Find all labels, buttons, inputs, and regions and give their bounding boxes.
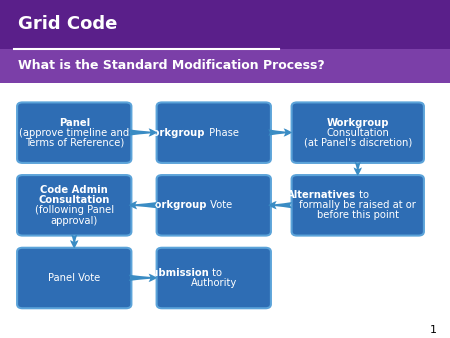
Text: Workgroup Vote: Workgroup Vote — [0, 337, 1, 338]
Text: What is the Standard Modification Process?: What is the Standard Modification Proces… — [18, 59, 325, 72]
Text: Alternatives: Alternatives — [287, 190, 356, 200]
FancyBboxPatch shape — [17, 248, 131, 308]
Text: (approve timeline and: (approve timeline and — [19, 128, 130, 138]
FancyBboxPatch shape — [0, 49, 450, 83]
FancyBboxPatch shape — [17, 175, 131, 236]
FancyBboxPatch shape — [292, 102, 424, 163]
FancyBboxPatch shape — [157, 175, 271, 236]
Text: Workgroup: Workgroup — [144, 200, 207, 210]
Text: Authority: Authority — [191, 279, 237, 288]
Text: to: to — [356, 190, 369, 200]
Text: Panel Vote: Panel Vote — [48, 273, 100, 283]
Text: approval): approval) — [50, 216, 98, 225]
Text: Vote: Vote — [207, 200, 232, 210]
Text: to: to — [209, 268, 222, 277]
FancyBboxPatch shape — [0, 0, 450, 49]
Text: Panel: Panel — [58, 118, 90, 127]
Text: (at Panel's discretion): (at Panel's discretion) — [304, 138, 412, 148]
FancyBboxPatch shape — [157, 102, 271, 163]
Text: (following Panel: (following Panel — [35, 206, 114, 215]
FancyBboxPatch shape — [17, 102, 131, 163]
FancyBboxPatch shape — [292, 175, 424, 236]
FancyBboxPatch shape — [157, 248, 271, 308]
Text: 1: 1 — [429, 324, 436, 335]
Text: formally be raised at or: formally be raised at or — [299, 200, 416, 210]
Text: Workgroup: Workgroup — [0, 337, 1, 338]
Text: Consultation: Consultation — [39, 195, 110, 205]
Text: Phase: Phase — [206, 128, 238, 138]
Text: before this point: before this point — [317, 211, 399, 220]
Text: Terms of Reference): Terms of Reference) — [25, 138, 124, 148]
Text: Workgroup: Workgroup — [143, 128, 206, 138]
Text: Submission: Submission — [144, 268, 209, 277]
Text: Workgroup: Workgroup — [0, 337, 1, 338]
Text: Code Admin: Code Admin — [40, 185, 108, 195]
Text: Consultation: Consultation — [326, 128, 389, 138]
Text: Workgroup: Workgroup — [327, 118, 389, 127]
Text: Grid Code: Grid Code — [18, 15, 117, 33]
Text: Workgroup Phase: Workgroup Phase — [0, 337, 1, 338]
